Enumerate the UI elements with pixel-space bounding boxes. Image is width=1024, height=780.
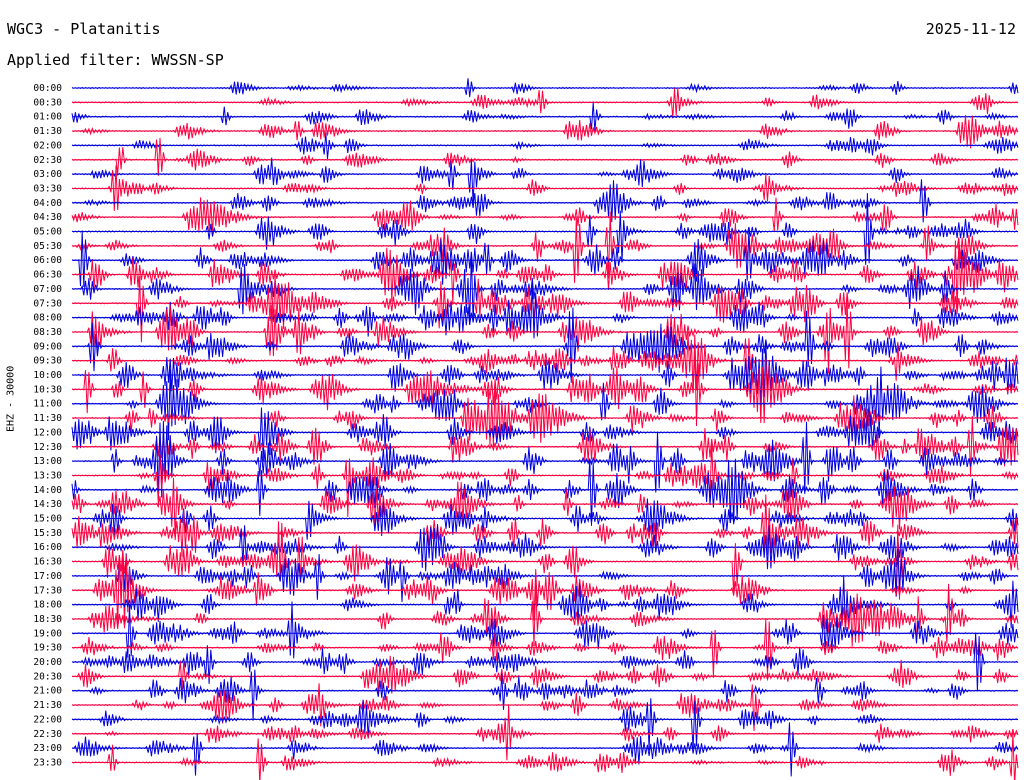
time-tick-label: 06:30 bbox=[33, 270, 62, 281]
time-tick-label: 19:00 bbox=[33, 628, 62, 639]
time-tick-label: 03:00 bbox=[33, 169, 62, 180]
time-tick-label: 20:30 bbox=[33, 671, 62, 682]
trace-line bbox=[71, 732, 1019, 780]
time-tick-label: 02:00 bbox=[33, 140, 62, 151]
time-tick-label: 14:00 bbox=[33, 485, 62, 496]
time-tick-label: 08:00 bbox=[33, 313, 62, 324]
time-tick-label: 23:00 bbox=[33, 743, 62, 754]
time-tick-label: 01:30 bbox=[33, 126, 62, 137]
time-tick-label: 15:30 bbox=[33, 528, 62, 539]
trace-line bbox=[71, 521, 1019, 600]
trace-line bbox=[71, 239, 1019, 315]
time-tick-label: 05:00 bbox=[33, 227, 62, 238]
time-tick-label: 13:30 bbox=[33, 470, 62, 481]
trace-line bbox=[71, 683, 1019, 732]
time-tick-label: 06:00 bbox=[33, 255, 62, 266]
time-tick-label: 16:00 bbox=[33, 542, 62, 553]
time-tick-label: 16:30 bbox=[33, 557, 62, 568]
time-tick-label: 03:30 bbox=[33, 183, 62, 194]
channel-axis-label: EHZ - 30000 bbox=[5, 365, 17, 432]
time-tick-label: 02:30 bbox=[33, 155, 62, 166]
time-tick-label: 21:00 bbox=[33, 686, 62, 697]
time-tick-label: 23:30 bbox=[33, 757, 62, 768]
time-tick-label: 09:00 bbox=[33, 341, 62, 352]
filter-label: Applied filter: WWSSN-SP bbox=[7, 51, 224, 69]
time-tick-label: 22:30 bbox=[33, 729, 62, 740]
time-tick-label: 01:00 bbox=[33, 112, 62, 123]
time-tick-label: 17:00 bbox=[33, 571, 62, 582]
time-tick-label: 18:30 bbox=[33, 614, 62, 625]
time-tick-label: 08:30 bbox=[33, 327, 62, 338]
trace-line bbox=[71, 669, 1019, 721]
time-label-layer: 00:00 00:30 01:00 01:30 02:00 02:30 03:00 03:30… bbox=[33, 83, 62, 768]
time-tick-label: 11:00 bbox=[33, 399, 62, 410]
trace-layer bbox=[71, 78, 1019, 780]
station-title: WGC3 - Platanitis bbox=[7, 20, 161, 38]
trace-line bbox=[71, 114, 1019, 149]
time-tick-label: 00:00 bbox=[33, 83, 62, 94]
time-tick-label: 17:30 bbox=[33, 585, 62, 596]
time-tick-label: 04:30 bbox=[33, 212, 62, 223]
time-tick-label: 07:00 bbox=[33, 284, 62, 295]
time-tick-label: 07:30 bbox=[33, 298, 62, 309]
time-tick-label: 20:00 bbox=[33, 657, 62, 668]
time-tick-label: 13:00 bbox=[33, 456, 62, 467]
time-tick-label: 21:30 bbox=[33, 700, 62, 711]
time-tick-label: 09:30 bbox=[33, 356, 62, 367]
trace-line bbox=[71, 157, 1019, 205]
time-tick-label: 05:30 bbox=[33, 241, 62, 252]
trace-line bbox=[71, 494, 1019, 557]
time-tick-label: 10:00 bbox=[33, 370, 62, 381]
trace-line bbox=[71, 274, 1019, 343]
time-tick-label: 10:30 bbox=[33, 384, 62, 395]
time-tick-label: 00:30 bbox=[33, 97, 62, 108]
time-tick-label: 12:30 bbox=[33, 442, 62, 453]
time-tick-label: 22:00 bbox=[33, 714, 62, 725]
trace-line bbox=[71, 705, 1019, 761]
time-tick-label: 15:00 bbox=[33, 514, 62, 525]
time-tick-label: 11:30 bbox=[33, 413, 62, 424]
time-tick-label: 04:00 bbox=[33, 198, 62, 209]
time-tick-label: 19:30 bbox=[33, 643, 62, 654]
date-label: 2025-11-12 bbox=[925, 20, 1016, 38]
time-tick-label: 14:30 bbox=[33, 499, 62, 510]
time-tick-label: 18:00 bbox=[33, 600, 62, 611]
time-tick-label: 12:00 bbox=[33, 427, 62, 438]
trace-line bbox=[71, 137, 1019, 176]
